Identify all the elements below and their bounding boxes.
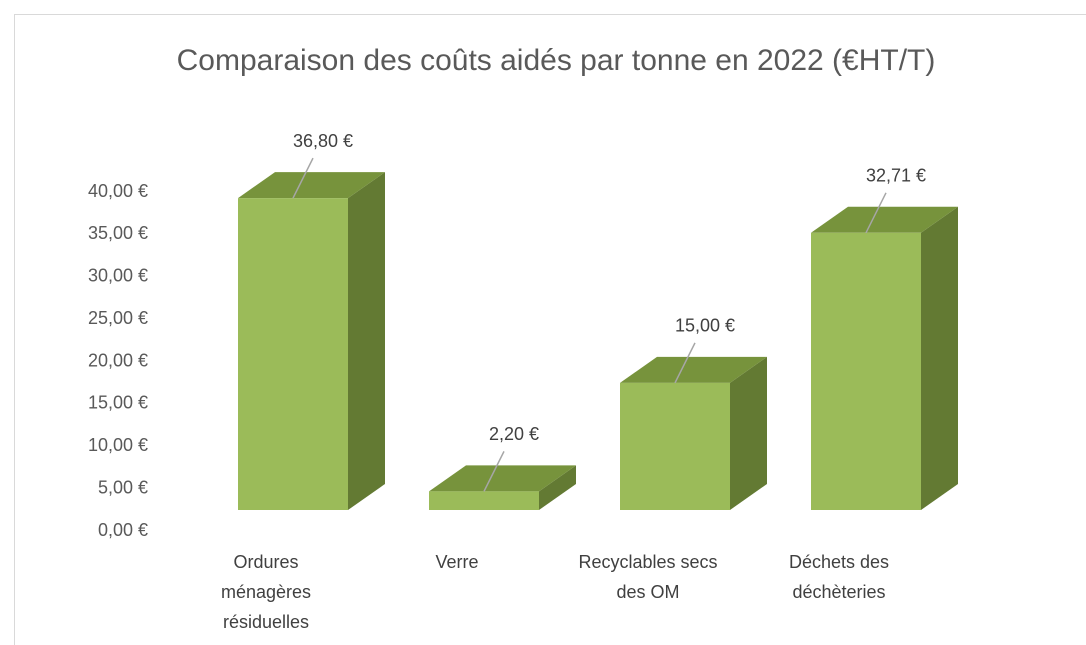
leader-line <box>292 157 314 199</box>
y-tick-label: 15,00 € <box>88 393 148 413</box>
bar <box>811 232 921 510</box>
y-tick-label: 25,00 € <box>88 308 148 328</box>
x-tick-label: Déchets des déchèteries <box>788 552 890 602</box>
data-label: 2,20 € <box>489 424 539 444</box>
y-tick-label: 10,00 € <box>88 435 148 455</box>
y-tick-label: 20,00 € <box>88 350 148 370</box>
x-tick-label: Ordures ménagères résiduelles <box>220 552 312 632</box>
bar-top <box>811 206 958 233</box>
y-tick-label: 5,00 € <box>98 477 148 497</box>
bar-side <box>539 465 576 510</box>
chart-border <box>14 14 1086 645</box>
chart-title: Comparaison des coûts aidés par tonne en… <box>177 44 936 77</box>
bar <box>620 382 730 510</box>
y-tick-label: 0,00 € <box>98 520 148 540</box>
bar-side <box>730 356 767 510</box>
bar-side <box>921 206 958 510</box>
y-tick-label: 35,00 € <box>88 223 148 243</box>
data-label: 15,00 € <box>675 316 735 336</box>
bar-side <box>348 172 385 510</box>
data-label: 36,80 € <box>293 131 353 151</box>
y-tick-label: 30,00 € <box>88 266 148 286</box>
leader-line <box>674 342 696 384</box>
bar <box>429 491 539 510</box>
bar-top <box>620 356 767 383</box>
leader-line <box>865 192 887 234</box>
leader-line <box>483 451 505 492</box>
bar <box>238 198 348 510</box>
bar-top <box>429 465 576 492</box>
bar-top <box>238 172 385 199</box>
data-label: 32,71 € <box>866 166 926 186</box>
y-tick-label: 40,00 € <box>88 181 148 201</box>
x-tick-label: Verre <box>435 552 479 572</box>
x-tick-label: Recyclables secs des OM <box>578 552 718 602</box>
